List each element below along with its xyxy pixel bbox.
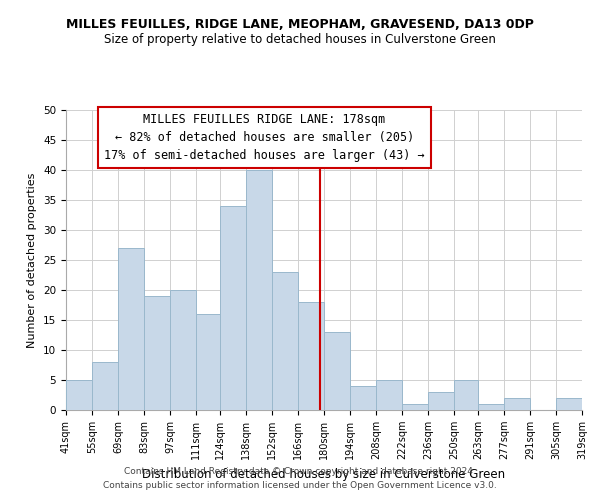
Bar	[118, 248, 144, 410]
Text: Contains HM Land Registry data © Crown copyright and database right 2024.: Contains HM Land Registry data © Crown c…	[124, 467, 476, 476]
Text: Size of property relative to detached houses in Culverstone Green: Size of property relative to detached ho…	[104, 32, 496, 46]
X-axis label: Distribution of detached houses by size in Culverstone Green: Distribution of detached houses by size …	[142, 468, 506, 480]
Bar	[478, 404, 504, 410]
Bar	[428, 392, 454, 410]
Bar	[272, 272, 298, 410]
Bar	[504, 398, 530, 410]
Bar	[92, 362, 118, 410]
Bar	[298, 302, 324, 410]
Bar	[144, 296, 170, 410]
Bar	[170, 290, 196, 410]
Bar	[324, 332, 350, 410]
Bar	[556, 398, 582, 410]
Y-axis label: Number of detached properties: Number of detached properties	[28, 172, 37, 348]
Bar	[376, 380, 402, 410]
Bar	[66, 380, 92, 410]
Text: MILLES FEUILLES RIDGE LANE: 178sqm
← 82% of detached houses are smaller (205)
17: MILLES FEUILLES RIDGE LANE: 178sqm ← 82%…	[104, 113, 425, 162]
Bar	[220, 206, 246, 410]
Text: MILLES FEUILLES, RIDGE LANE, MEOPHAM, GRAVESEND, DA13 0DP: MILLES FEUILLES, RIDGE LANE, MEOPHAM, GR…	[66, 18, 534, 30]
Bar	[402, 404, 428, 410]
Bar	[196, 314, 220, 410]
Bar	[350, 386, 376, 410]
Text: Contains public sector information licensed under the Open Government Licence v3: Contains public sector information licen…	[103, 481, 497, 490]
Bar	[454, 380, 478, 410]
Bar	[246, 170, 272, 410]
